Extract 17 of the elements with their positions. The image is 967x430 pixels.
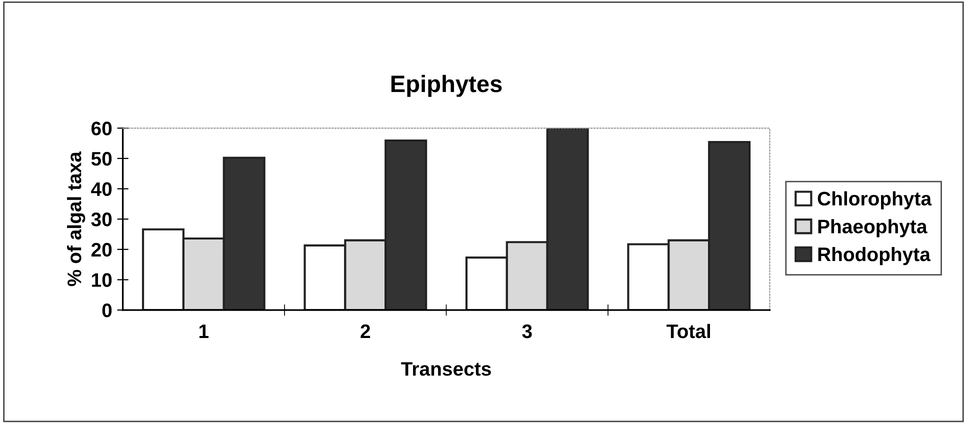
y-tick-label: 60 — [91, 122, 112, 136]
y-tick-label: 40 — [91, 182, 112, 196]
y-tick-label: 30 — [91, 212, 112, 226]
x-tick-label: 2 — [360, 324, 370, 338]
y-tick-label: 0 — [102, 304, 112, 318]
legend-label: Chlorophyta — [818, 191, 932, 210]
y-tick-label: 10 — [92, 273, 112, 287]
x-tick-label: Total — [666, 324, 710, 338]
x-tick-label: 1 — [199, 324, 209, 338]
chart-title: Epiphytes — [391, 74, 502, 97]
x-axis-title: Transects — [401, 362, 491, 376]
y-axis-title: % of algal taxa — [67, 151, 86, 286]
legend-label: Rhodophyta — [818, 246, 931, 266]
y-tick-label: 20 — [91, 242, 112, 257]
x-tick-label: 3 — [522, 324, 532, 338]
y-tick-label: 50 — [91, 152, 112, 166]
legend-label: Phaeophyta — [818, 219, 928, 238]
